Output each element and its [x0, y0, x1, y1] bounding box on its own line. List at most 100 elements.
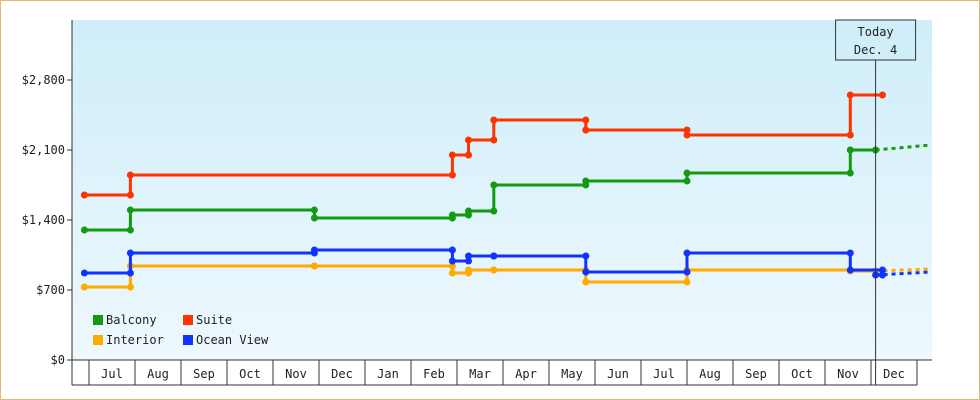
x-tick-label: Sep: [193, 367, 215, 381]
series-point-suite: [582, 126, 590, 134]
today-label: Today: [858, 25, 894, 39]
x-tick-label: Nov: [837, 367, 859, 381]
x-tick-label: Aug: [147, 367, 169, 381]
series-point-ocean-view: [310, 246, 318, 254]
series-line-suite: [84, 93, 883, 197]
series-point-balcony: [683, 169, 691, 177]
series-point-balcony: [80, 226, 88, 234]
x-tick-label: Dec: [883, 367, 905, 381]
series-point-ocean-view: [879, 271, 886, 279]
today-date: Dec. 4: [854, 43, 897, 57]
series-point-balcony: [846, 169, 854, 177]
y-tick-label: $2,800: [22, 73, 65, 87]
series-point-suite: [465, 136, 472, 144]
series-balcony: [80, 143, 931, 234]
y-tick-label: $1,400: [22, 213, 65, 227]
x-tick-label: May: [561, 367, 583, 381]
series-point-ocean-view: [879, 266, 886, 274]
x-tick-label: Apr: [515, 367, 537, 381]
legend-label-ocean-view: Ocean View: [196, 333, 269, 347]
x-tick-label: Oct: [791, 367, 813, 381]
series-suite: [80, 91, 886, 199]
series-point-suite: [448, 151, 456, 159]
series-point-suite: [448, 171, 456, 179]
series-point-ocean-view: [465, 257, 472, 265]
series-point-suite: [683, 131, 691, 139]
x-tick-label: Jan: [377, 367, 399, 381]
x-tick-label: Nov: [285, 367, 307, 381]
x-tick-label: Feb: [423, 367, 445, 381]
series-ocean-view: [80, 246, 931, 279]
series-point-suite: [490, 116, 498, 124]
series-point-ocean-view: [448, 257, 456, 265]
series-point-ocean-view: [490, 252, 498, 260]
y-tick-label: $700: [36, 283, 65, 297]
x-tick-label: Oct: [239, 367, 261, 381]
legend-label-interior: Interior: [106, 333, 164, 347]
series-point-suite: [490, 136, 498, 144]
series-point-suite: [582, 116, 590, 124]
x-tick-label: Jul: [101, 367, 123, 381]
series-point-suite: [80, 191, 88, 199]
legend-swatch-ocean-view: [183, 335, 193, 345]
legend: Balcony Suite Interior Ocean View: [93, 313, 269, 347]
series-line-balcony: [84, 148, 876, 232]
series-point-suite: [465, 151, 472, 159]
series-point-balcony: [310, 214, 318, 222]
series-point-balcony: [582, 177, 590, 185]
y-tick-label: $2,100: [22, 143, 65, 157]
x-axis: Jul Aug Sep Oct Nov Dec Jan Feb Mar Apr May Jun Jul A…: [72, 359, 932, 386]
legend-label-suite: Suite: [196, 313, 232, 327]
series-point-interior: [582, 278, 590, 286]
series-point-ocean-view: [846, 266, 854, 274]
series-point-balcony: [683, 177, 691, 185]
series-point-balcony: [846, 146, 854, 154]
x-tick-label: Aug: [699, 367, 721, 381]
series-point-suite: [879, 91, 886, 99]
x-tick-label: Jun: [607, 367, 629, 381]
series-point-ocean-view: [126, 249, 134, 257]
x-tick-label: Mar: [469, 367, 491, 381]
x-tick-label: Jul: [653, 367, 675, 381]
series-point-balcony: [126, 226, 134, 234]
series-line-interior: [84, 264, 876, 289]
series-point-ocean-view: [683, 249, 691, 257]
series-point-ocean-view: [582, 252, 590, 260]
x-tick-label: Sep: [745, 367, 767, 381]
legend-swatch-interior: [93, 335, 103, 345]
today-box: [835, 19, 917, 61]
series-point-balcony: [126, 206, 134, 214]
series-point-balcony: [448, 211, 456, 219]
series-point-ocean-view: [683, 268, 691, 276]
series-point-interior: [80, 283, 88, 291]
series-point-ocean-view: [126, 269, 134, 277]
series-point-ocean-view: [465, 252, 472, 260]
series-point-suite: [846, 131, 854, 139]
series-layer: [80, 91, 931, 291]
series-point-ocean-view: [448, 246, 456, 254]
y-tick-label: $0: [51, 353, 65, 367]
legend-label-balcony: Balcony: [106, 313, 157, 327]
today-marker: Today Dec. 4: [835, 19, 917, 385]
legend-swatch-balcony: [93, 315, 103, 325]
series-point-balcony: [465, 207, 472, 215]
series-point-suite: [126, 191, 134, 199]
series-point-balcony: [310, 206, 318, 214]
legend-swatch-suite: [183, 315, 193, 325]
series-point-interior: [310, 262, 318, 270]
series-point-interior: [490, 266, 498, 274]
series-point-interior: [448, 269, 456, 277]
series-projection-balcony: [875, 143, 931, 152]
series-point-interior: [126, 283, 134, 291]
series-point-suite: [846, 91, 854, 99]
series-point-suite: [683, 126, 691, 134]
series-point-interior: [683, 278, 691, 286]
series-point-interior: [465, 266, 472, 274]
series-point-ocean-view: [582, 268, 590, 276]
plot-background: [72, 20, 932, 360]
series-point-interior: [448, 262, 456, 270]
series-point-balcony: [490, 181, 498, 189]
x-tick-label: Dec: [331, 367, 353, 381]
series-point-ocean-view: [846, 249, 854, 257]
